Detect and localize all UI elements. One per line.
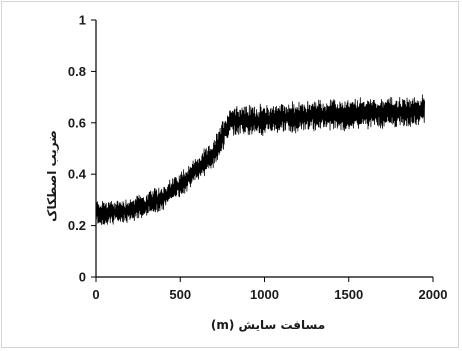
x-axis: 0 500 1000 1500 2000 xyxy=(92,276,448,302)
x-tick-label: 1000 xyxy=(250,287,279,302)
y-axis: 0 0.2 0.4 0.6 0.8 1 xyxy=(68,13,97,285)
x-tick-label: 1500 xyxy=(334,287,363,302)
x-tick-label: 2000 xyxy=(419,287,448,302)
y-tick-label: 0 xyxy=(79,270,86,285)
series-layer xyxy=(95,94,425,226)
y-tick-label: 0.8 xyxy=(68,64,86,79)
y-axis-title: ضریب اصطکاک xyxy=(45,130,59,222)
x-tick-label: 500 xyxy=(169,287,191,302)
y-tick-label: 1 xyxy=(79,13,86,28)
y-tick-label: 0.6 xyxy=(68,115,86,130)
y-tick-label: 0.4 xyxy=(68,167,87,182)
x-tick-label: 0 xyxy=(92,287,99,302)
friction-series-line xyxy=(95,94,425,226)
y-tick-label: 0.2 xyxy=(68,218,86,233)
x-axis-title: مسافت سایش (m) xyxy=(211,318,325,332)
